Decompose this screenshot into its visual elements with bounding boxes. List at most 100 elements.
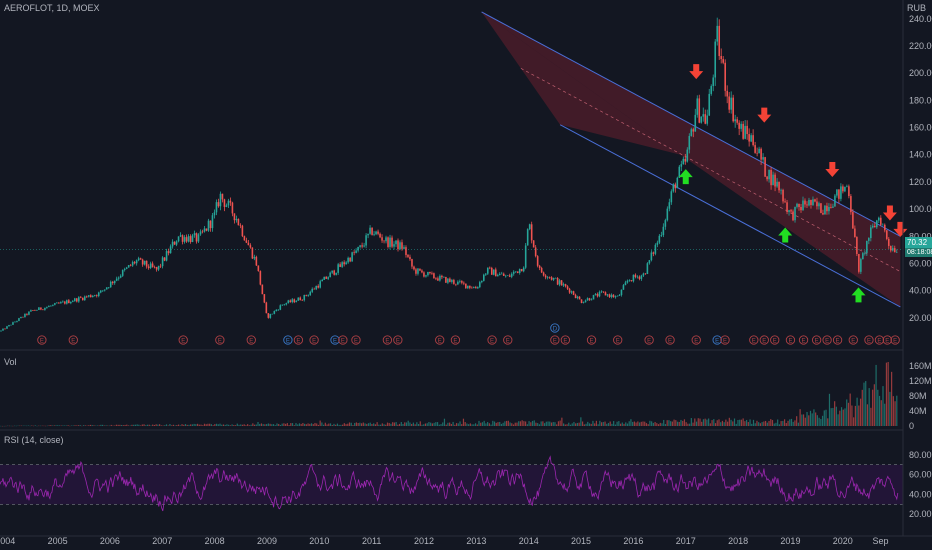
candle-body[interactable]	[893, 248, 896, 253]
candle-body[interactable]	[840, 186, 842, 199]
candle-body[interactable]	[397, 240, 399, 250]
candle-body[interactable]	[885, 230, 888, 239]
candle-body[interactable]	[50, 305, 52, 307]
candle-body[interactable]	[810, 199, 812, 205]
earnings-event-icon[interactable]: E	[293, 335, 304, 345]
earnings-event-icon[interactable]: E	[487, 335, 497, 345]
candle-body[interactable]	[522, 267, 525, 272]
candle-body[interactable]	[131, 262, 134, 266]
candle-body[interactable]	[471, 287, 473, 289]
candle-body[interactable]	[197, 234, 200, 242]
candle-body[interactable]	[698, 98, 701, 123]
candle-body[interactable]	[283, 304, 286, 306]
candle-body[interactable]	[353, 252, 355, 253]
candle-body[interactable]	[217, 202, 220, 207]
candle-body[interactable]	[562, 284, 565, 286]
candle-body[interactable]	[207, 220, 210, 231]
candle-body[interactable]	[692, 129, 695, 132]
candle-body[interactable]	[105, 287, 108, 290]
candle-body[interactable]	[724, 62, 726, 91]
candle-body[interactable]	[427, 271, 429, 276]
candle-body[interactable]	[447, 278, 449, 283]
candle-body[interactable]	[596, 293, 599, 297]
candle-body[interactable]	[876, 220, 878, 228]
candle-body[interactable]	[72, 301, 74, 302]
candle-body[interactable]	[668, 202, 671, 209]
candle-body[interactable]	[145, 260, 148, 267]
candle-body[interactable]	[85, 296, 88, 298]
candle-body[interactable]	[419, 268, 421, 271]
candle-body[interactable]	[183, 237, 186, 242]
candle-body[interactable]	[357, 246, 359, 251]
earnings-event-icon[interactable]: E	[215, 335, 225, 345]
candle-body[interactable]	[538, 265, 541, 268]
candle-body[interactable]	[750, 135, 752, 142]
candle-body[interactable]	[788, 210, 790, 212]
candle-body[interactable]	[347, 257, 349, 263]
candle-body[interactable]	[107, 287, 110, 288]
candle-body[interactable]	[600, 291, 603, 293]
sell-arrow-icon[interactable]	[689, 64, 704, 80]
candle-body[interactable]	[778, 181, 780, 191]
candle-body[interactable]	[500, 273, 503, 275]
candle-body[interactable]	[247, 242, 250, 246]
candle-body[interactable]	[469, 285, 471, 288]
candle-body[interactable]	[634, 274, 637, 278]
candle-body[interactable]	[241, 225, 244, 237]
candle-body[interactable]	[93, 295, 96, 296]
candle-body[interactable]	[363, 245, 365, 247]
candle-body[interactable]	[878, 217, 880, 221]
candle-body[interactable]	[187, 236, 190, 242]
candle-body[interactable]	[28, 311, 30, 315]
candle-body[interactable]	[718, 25, 721, 57]
candle-body[interactable]	[243, 236, 246, 241]
earnings-event-icon[interactable]: E	[178, 335, 188, 345]
candle-body[interactable]	[20, 316, 22, 319]
candle-body[interactable]	[315, 285, 318, 290]
candle-body[interactable]	[804, 200, 806, 205]
candle-body[interactable]	[768, 169, 770, 180]
candle-body[interactable]	[215, 202, 218, 213]
candle-body[interactable]	[678, 166, 681, 178]
candle-body[interactable]	[574, 294, 577, 299]
candle-body[interactable]	[684, 158, 687, 162]
candle-body[interactable]	[608, 294, 611, 298]
candle-body[interactable]	[498, 273, 501, 276]
candle-body[interactable]	[171, 241, 174, 247]
candle-body[interactable]	[465, 283, 467, 289]
earnings-event-icon[interactable]: E	[37, 335, 47, 345]
candle-body[interactable]	[696, 98, 699, 115]
candle-body[interactable]	[421, 270, 423, 273]
buy-arrow-icon[interactable]	[778, 227, 793, 243]
candle-body[interactable]	[820, 203, 822, 213]
earnings-event-icon[interactable]: E	[246, 335, 256, 345]
candle-body[interactable]	[814, 199, 816, 202]
candle-body[interactable]	[451, 280, 453, 282]
candle-body[interactable]	[389, 237, 391, 247]
candle-body[interactable]	[99, 290, 102, 293]
candle-body[interactable]	[32, 310, 34, 311]
candle-body[interactable]	[40, 307, 42, 310]
candle-body[interactable]	[744, 125, 746, 139]
candle-body[interactable]	[341, 262, 343, 267]
candle-body[interactable]	[231, 202, 234, 214]
candle-body[interactable]	[337, 264, 339, 273]
candle-body[interactable]	[740, 123, 742, 129]
candle-body[interactable]	[305, 294, 308, 296]
candle-body[interactable]	[670, 191, 673, 203]
candle-body[interactable]	[169, 246, 172, 254]
candle-body[interactable]	[66, 300, 68, 304]
candle-body[interactable]	[891, 248, 894, 251]
candle-body[interactable]	[756, 152, 758, 154]
candle-body[interactable]	[87, 295, 90, 297]
candle-body[interactable]	[36, 310, 38, 311]
candle-body[interactable]	[540, 267, 543, 273]
candle-body[interactable]	[129, 265, 132, 266]
candle-body[interactable]	[117, 277, 120, 279]
candle-body[interactable]	[626, 280, 629, 283]
dividend-event-icon[interactable]: E	[712, 335, 722, 345]
candle-body[interactable]	[832, 206, 834, 208]
candle-body[interactable]	[889, 245, 892, 251]
candle-body[interactable]	[584, 300, 587, 303]
candle-body[interactable]	[355, 250, 357, 253]
